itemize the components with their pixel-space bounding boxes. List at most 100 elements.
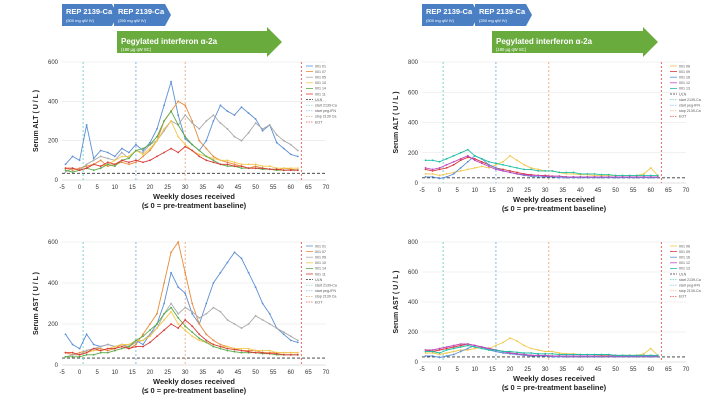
- data-point: [473, 346, 476, 348]
- x-tick-label: 25: [524, 188, 531, 194]
- y-tick-label: 0: [415, 360, 419, 366]
- data-point: [149, 333, 151, 336]
- x-axis-sublabel: (≤ 0 = pre-treatment baseline): [142, 201, 247, 210]
- y-tick-label: 400: [408, 300, 419, 306]
- data-point: [120, 343, 123, 346]
- data-point: [254, 165, 257, 168]
- data-point: [268, 168, 271, 171]
- data-point: [572, 355, 575, 357]
- data-point: [268, 323, 271, 325]
- x-axis-sublabel: (≤ 0 = pre-treatment baseline): [142, 386, 247, 395]
- data-point: [142, 335, 144, 338]
- data-point: [247, 163, 250, 166]
- data-point: [537, 352, 540, 355]
- data-point: [431, 176, 434, 178]
- x-tick-label: -5: [59, 370, 65, 376]
- data-point: [149, 141, 151, 144]
- data-point: [551, 170, 554, 172]
- data-point: [120, 155, 123, 158]
- data-point: [480, 346, 483, 348]
- data-point: [170, 110, 173, 113]
- data-point: [184, 329, 187, 331]
- data-point: [466, 347, 469, 350]
- treatment-banner-right: REP 2139-Ca (500 mg qW IV) REP 2139-Ca (…: [422, 4, 658, 57]
- data-point: [614, 354, 617, 357]
- data-point: [78, 347, 81, 350]
- data-point: [516, 173, 518, 175]
- data-point: [289, 335, 292, 338]
- legend-label: 001 11: [315, 272, 326, 276]
- data-point: [247, 350, 250, 353]
- x-tick-label: 60: [287, 370, 294, 376]
- x-tick-label: 25: [164, 185, 171, 191]
- data-point: [572, 176, 575, 178]
- data-point: [191, 331, 194, 334]
- data-point: [142, 333, 144, 336]
- data-point: [565, 173, 568, 175]
- x-tick-label: 35: [199, 370, 206, 376]
- rep-arrow-2-dose: (250 mg qW IV): [118, 18, 147, 23]
- data-point: [64, 167, 67, 170]
- data-point: [71, 167, 74, 170]
- data-point: [452, 347, 455, 350]
- legend-label: stop 2139 Ca: [315, 295, 336, 299]
- data-point: [424, 159, 427, 162]
- data-point: [163, 127, 166, 130]
- data-point: [551, 175, 554, 178]
- data-point: [572, 173, 575, 175]
- y-tick-label: 400: [408, 121, 419, 127]
- data-point: [240, 106, 243, 109]
- data-point: [142, 153, 144, 156]
- data-point: [198, 323, 201, 325]
- data-point: [233, 114, 236, 116]
- data-point: [149, 149, 151, 152]
- data-point: [219, 271, 222, 274]
- y-axis-label: Serum AST ( U / L ): [33, 272, 40, 335]
- data-point: [120, 161, 123, 164]
- data-point: [106, 163, 109, 166]
- data-point: [226, 165, 229, 168]
- x-tick-label: -5: [419, 367, 425, 373]
- data-point: [135, 339, 137, 342]
- data-point: [502, 163, 504, 166]
- data-point: [544, 170, 547, 172]
- data-point: [71, 343, 74, 346]
- data-point: [219, 163, 222, 166]
- data-point: [191, 335, 194, 338]
- data-point: [565, 176, 568, 178]
- x-tick-label: 55: [270, 370, 277, 376]
- data-point: [431, 355, 434, 357]
- data-point: [459, 170, 462, 172]
- data-point: [205, 333, 208, 336]
- data-point: [649, 167, 652, 169]
- series-001-06: [424, 337, 659, 357]
- legend-label: 001 10: [315, 261, 326, 265]
- data-point: [558, 176, 561, 179]
- data-point: [212, 306, 215, 309]
- data-point: [296, 169, 299, 172]
- data-point: [254, 167, 257, 170]
- data-point: [282, 169, 285, 172]
- data-point: [254, 163, 257, 166]
- y-tick-label: 200: [408, 151, 419, 157]
- data-point: [635, 354, 638, 357]
- x-tick-label: 70: [683, 367, 690, 373]
- data-point: [163, 104, 166, 107]
- data-point: [649, 354, 652, 357]
- data-point: [191, 312, 194, 315]
- y-tick-label: 200: [48, 322, 59, 328]
- data-point: [621, 176, 624, 178]
- data-point: [198, 317, 201, 319]
- data-point: [579, 353, 582, 356]
- data-point: [473, 167, 476, 169]
- data-point: [452, 154, 455, 157]
- data-point: [184, 143, 187, 146]
- data-point: [268, 312, 271, 315]
- data-point: [431, 170, 434, 172]
- data-point: [226, 159, 229, 162]
- data-point: [289, 351, 292, 354]
- data-point: [142, 343, 144, 346]
- data-point: [516, 340, 518, 342]
- data-point: [163, 302, 166, 305]
- data-point: [261, 349, 264, 352]
